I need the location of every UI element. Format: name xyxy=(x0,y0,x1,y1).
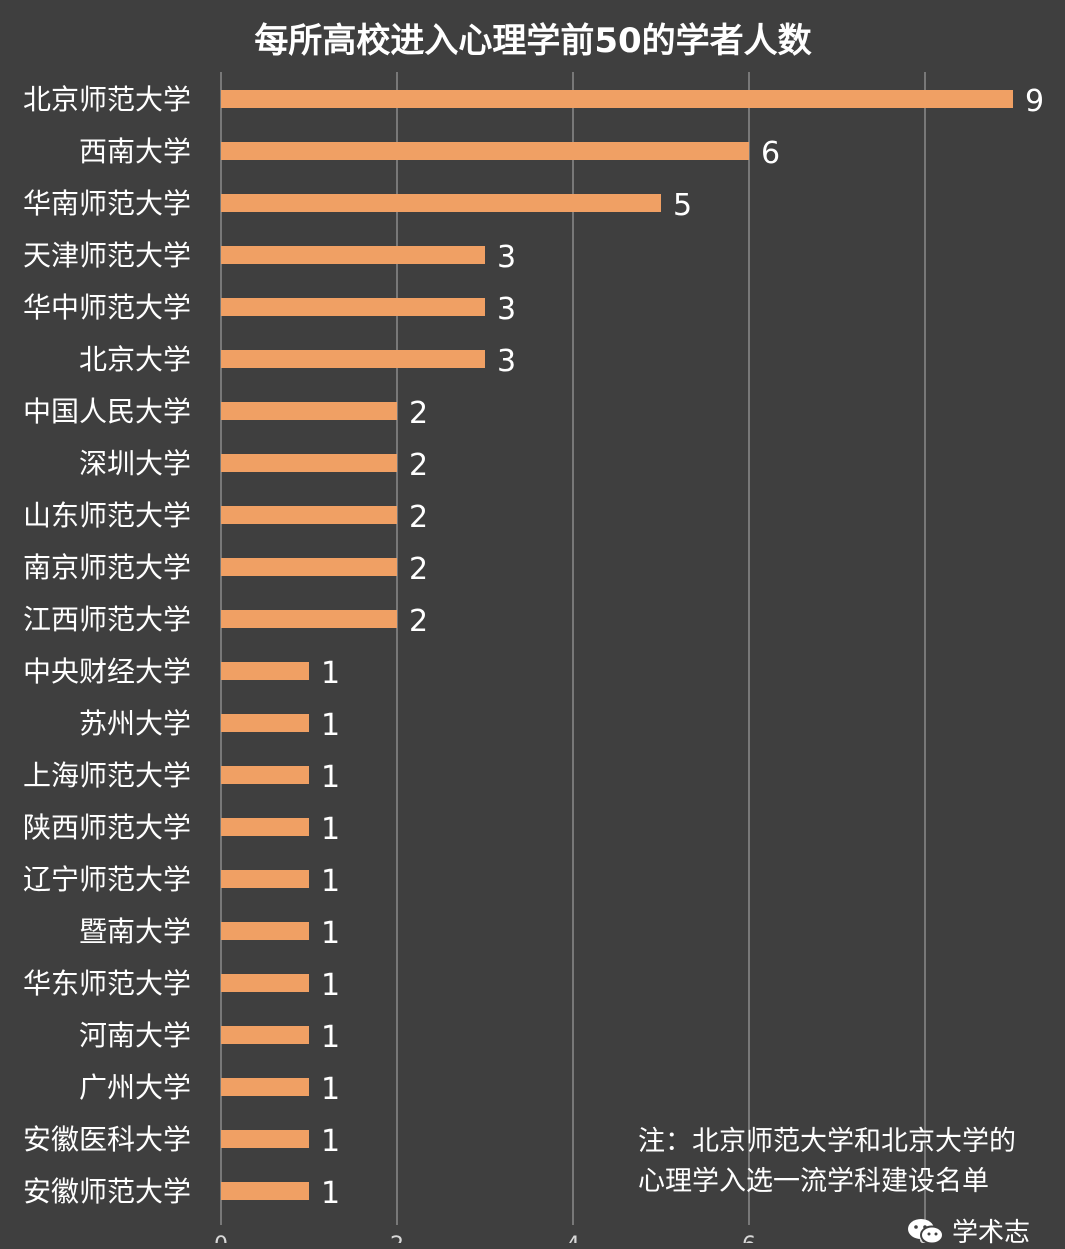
bar xyxy=(221,90,1013,108)
value-label: 1 xyxy=(321,812,340,847)
value-labels: 9 6 5 3 3 3 2 2 2 2 2 1 1 1 1 1 1 1 1 1 1 1 xyxy=(321,84,1044,1211)
wechat-icon xyxy=(908,1218,944,1244)
bar xyxy=(221,350,485,368)
bars xyxy=(221,90,1013,1200)
bar xyxy=(221,662,309,680)
bar xyxy=(221,558,397,576)
category-label: 辽宁师范大学 xyxy=(23,863,191,896)
category-label: 广州大学 xyxy=(79,1071,191,1104)
category-label: 中央财经大学 xyxy=(23,655,191,688)
value-label: 2 xyxy=(409,552,428,587)
category-label: 苏州大学 xyxy=(79,707,191,740)
value-label: 2 xyxy=(409,500,428,535)
x-tick-label-6: 6 xyxy=(742,1233,756,1243)
bar xyxy=(221,506,397,524)
bar xyxy=(221,454,397,472)
category-label: 华南师范大学 xyxy=(23,187,191,220)
bar xyxy=(221,870,309,888)
value-label: 1 xyxy=(321,1124,340,1159)
x-tick-label-4: 4 xyxy=(566,1233,580,1243)
value-label: 6 xyxy=(761,136,780,171)
bar xyxy=(221,610,397,628)
value-label: 2 xyxy=(409,604,428,639)
bar xyxy=(221,194,661,212)
bar xyxy=(221,922,309,940)
bar xyxy=(221,1078,309,1096)
bar xyxy=(221,714,309,732)
category-label: 山东师范大学 xyxy=(23,499,191,532)
watermark: 学术志 xyxy=(906,1212,1030,1249)
footnote-line-2: 心理学入选一流学科建设名单 xyxy=(638,1166,989,1197)
bar xyxy=(221,246,485,264)
value-label: 1 xyxy=(321,656,340,691)
bar xyxy=(221,402,397,420)
category-label: 安徽师范大学 xyxy=(23,1175,191,1208)
category-label: 安徽医科大学 xyxy=(23,1123,191,1156)
category-label: 西南大学 xyxy=(79,135,191,168)
value-label: 9 xyxy=(1025,84,1044,119)
x-tick-labels: 02468 xyxy=(214,1233,932,1243)
value-label: 2 xyxy=(409,396,428,431)
category-label: 华中师范大学 xyxy=(23,291,191,324)
bar xyxy=(221,974,309,992)
value-label: 1 xyxy=(321,708,340,743)
chart-title: 每所高校进入心理学前50的学者人数 xyxy=(254,21,811,61)
category-label: 华东师范大学 xyxy=(23,967,191,1000)
category-label: 中国人民大学 xyxy=(23,395,191,428)
category-labels: 北京师范大学西南大学华南师范大学天津师范大学华中师范大学北京大学中国人民大学深圳… xyxy=(23,83,191,1208)
x-tick-label-0: 0 xyxy=(214,1233,228,1243)
footnote: 注：北京师范大学和北京大学的 心理学入选一流学科建设名单 xyxy=(638,1122,1016,1202)
value-label: 3 xyxy=(497,344,516,379)
value-label: 1 xyxy=(321,864,340,899)
bar xyxy=(221,1130,309,1148)
value-label: 3 xyxy=(497,240,516,275)
value-label: 1 xyxy=(321,1072,340,1107)
bar xyxy=(221,1026,309,1044)
category-label: 天津师范大学 xyxy=(23,239,191,272)
category-label: 北京大学 xyxy=(79,343,191,376)
bar xyxy=(221,1182,309,1200)
category-label: 上海师范大学 xyxy=(23,759,191,792)
category-label: 暨南大学 xyxy=(79,915,191,948)
value-label: 2 xyxy=(409,448,428,483)
category-label: 陕西师范大学 xyxy=(23,811,191,844)
value-label: 1 xyxy=(321,968,340,1003)
bar xyxy=(221,142,749,160)
category-label: 北京师范大学 xyxy=(23,83,191,116)
value-label: 1 xyxy=(321,760,340,795)
value-label: 5 xyxy=(673,188,692,223)
value-label: 1 xyxy=(321,916,340,951)
watermark-text: 学术志 xyxy=(952,1218,1031,1248)
category-label: 河南大学 xyxy=(79,1019,191,1052)
value-label: 1 xyxy=(321,1176,340,1211)
x-tick-label-2: 2 xyxy=(390,1233,404,1243)
value-label: 3 xyxy=(497,292,516,327)
bar xyxy=(221,818,309,836)
bar xyxy=(221,766,309,784)
bar xyxy=(221,298,485,316)
category-label: 深圳大学 xyxy=(79,447,191,480)
value-label: 1 xyxy=(321,1020,340,1055)
category-label: 南京师范大学 xyxy=(23,551,191,584)
footnote-line-1: 注：北京师范大学和北京大学的 xyxy=(638,1126,1016,1157)
category-label: 江西师范大学 xyxy=(23,603,191,636)
